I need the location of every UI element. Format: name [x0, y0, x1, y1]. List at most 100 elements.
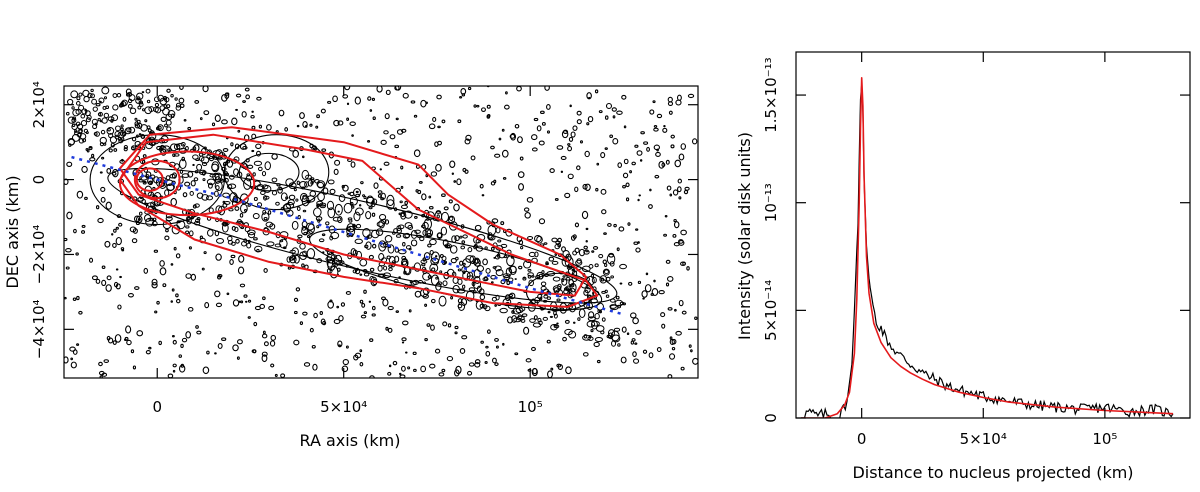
noise-speck	[402, 320, 409, 326]
tail-speck	[176, 142, 185, 150]
tail-speck	[554, 244, 561, 250]
noise-speck	[164, 235, 170, 241]
head-speck	[123, 147, 128, 152]
head-speck	[165, 119, 172, 126]
noise-speck	[459, 95, 463, 99]
noise-speck	[516, 86, 522, 92]
noise-speck	[441, 368, 446, 373]
tail-speck	[534, 234, 542, 243]
noise-speck	[400, 165, 404, 170]
tail-speck	[334, 203, 343, 216]
tail-speck	[317, 218, 321, 223]
noise-speck	[203, 251, 207, 255]
noise-speck	[179, 103, 185, 108]
tail-speck	[150, 201, 155, 208]
noise-speck	[395, 310, 400, 313]
noise-speck	[89, 157, 96, 162]
model-outer-contour	[118, 133, 599, 308]
noise-speck	[100, 196, 106, 203]
noise-speck	[562, 336, 567, 342]
tail-speck	[206, 178, 216, 186]
noise-speck	[143, 267, 149, 274]
tail-speck	[313, 207, 322, 218]
tail-speck	[448, 216, 454, 221]
noise-speck	[105, 284, 112, 292]
model-contours	[118, 126, 599, 308]
noise-speck	[649, 109, 655, 115]
noise-speck	[532, 368, 538, 375]
noise-speck	[355, 190, 359, 194]
tail-speck	[246, 229, 256, 236]
head-speck	[85, 117, 91, 123]
tail-speck	[377, 265, 383, 272]
head-speck	[170, 93, 174, 98]
tail-speck	[282, 203, 292, 212]
noise-speck	[633, 241, 639, 245]
noise-speck	[280, 373, 286, 378]
noise-speck	[344, 86, 351, 91]
noise-speck	[107, 337, 114, 344]
noise-speck	[651, 288, 659, 297]
noise-speck	[665, 282, 670, 287]
noise-speck	[95, 205, 100, 210]
noise-speck	[278, 109, 285, 117]
tail-speck	[378, 253, 385, 261]
noise-speck	[65, 266, 70, 270]
noise-speck	[99, 375, 103, 378]
noise-speck	[360, 181, 364, 185]
noise-speck	[442, 321, 448, 327]
noise-speck	[456, 178, 462, 186]
noise-speck	[262, 296, 266, 301]
tail-speck	[316, 200, 324, 206]
tail-speck	[430, 257, 440, 266]
noise-speck	[380, 139, 387, 145]
noise-speck	[525, 358, 532, 363]
noise-speck	[337, 340, 343, 348]
noise-speck	[175, 293, 179, 298]
left-y-axis-label: DEC axis (km)	[3, 175, 22, 288]
tail-speck	[495, 268, 504, 277]
noise-speck	[171, 335, 175, 338]
noise-speck	[99, 171, 103, 174]
tail-speck	[455, 256, 459, 261]
left-x-axis-label: RA axis (km)	[300, 431, 401, 450]
tail-speck	[185, 230, 190, 235]
noise-speck	[494, 337, 499, 342]
tail-speck	[552, 276, 561, 282]
tail-speck	[271, 177, 278, 183]
noise-speck	[622, 184, 626, 189]
tail-speck	[302, 209, 307, 213]
noise-speck	[644, 284, 652, 293]
tail-speck	[223, 200, 231, 205]
head-speck	[154, 102, 160, 108]
noise-speck	[95, 278, 101, 284]
noise-speck	[137, 217, 141, 221]
noise-speck	[172, 363, 177, 368]
noise-speck	[138, 133, 142, 136]
noise-speck	[449, 160, 456, 168]
tail-speck	[586, 320, 596, 328]
noise-speck	[120, 127, 124, 132]
head-speck	[109, 136, 118, 144]
noise-speck	[341, 365, 349, 373]
noise-speck	[687, 93, 695, 99]
tail-speck	[436, 214, 440, 219]
tail-speck	[355, 223, 362, 229]
tail-speck	[144, 214, 152, 222]
noise-speck	[320, 108, 326, 114]
tail-speck	[446, 268, 455, 278]
noise-speck	[631, 161, 636, 166]
noise-speck	[202, 366, 210, 375]
noise-speck	[424, 338, 428, 342]
tail-speck	[352, 223, 356, 228]
noise-speck	[101, 265, 106, 269]
noise-speck	[690, 349, 693, 353]
tail-speck	[307, 223, 315, 234]
tail-speck	[540, 281, 547, 287]
tail-speck	[380, 197, 385, 201]
tail-speck	[529, 318, 536, 323]
tail-speck	[233, 197, 241, 204]
head-speck	[131, 146, 135, 151]
tail-speck	[302, 250, 308, 257]
noise-speck	[625, 197, 630, 202]
